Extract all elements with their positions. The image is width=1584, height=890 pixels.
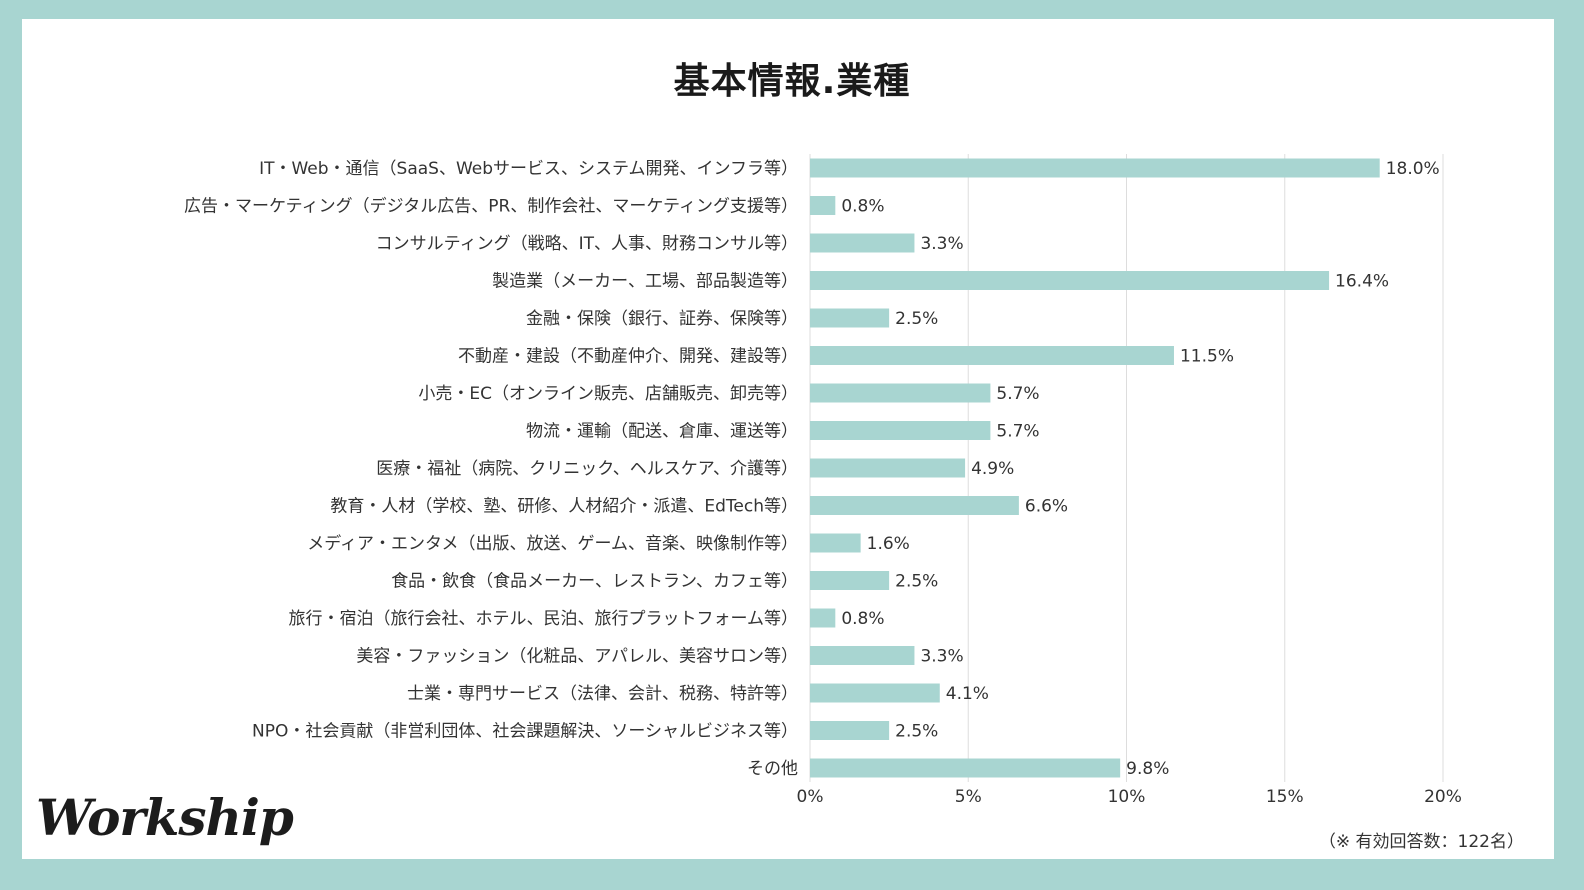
workship-logo: Workship bbox=[36, 788, 294, 847]
x-tick-label: 10% bbox=[1108, 787, 1146, 807]
bar-value-label: 2.5% bbox=[895, 309, 938, 329]
bar bbox=[810, 683, 940, 703]
x-tick-label: 15% bbox=[1266, 787, 1304, 807]
x-tick-label: 0% bbox=[797, 787, 824, 807]
category-label: 不動産・建設（不動産仲介、開発、建設等） bbox=[458, 347, 798, 367]
category-label: 士業・専門サービス（法律、会計、税務、特許等） bbox=[407, 684, 798, 704]
category-label: 美容・ファッション（化粧品、アパレル、美容サロン等） bbox=[356, 647, 798, 667]
bar bbox=[810, 458, 966, 478]
category-label: 教育・人材（学校、塾、研修、人材紹介・派遣、EdTech等） bbox=[330, 496, 798, 517]
category-label: 小売・EC（オンライン販売、店舗販売、卸売等） bbox=[418, 384, 798, 404]
chart-title: 基本情報.業種 bbox=[673, 61, 911, 102]
category-label: 広告・マーケティング（デジタル広告、PR、制作会社、マーケティング支援等） bbox=[184, 196, 798, 217]
bar bbox=[810, 758, 1121, 778]
bar-value-label: 1.6% bbox=[867, 534, 910, 554]
x-tick-label: 5% bbox=[955, 787, 982, 807]
bar bbox=[810, 271, 1330, 290]
bar bbox=[810, 421, 991, 440]
bar-value-label: 3.3% bbox=[920, 647, 963, 667]
bar-value-label: 6.6% bbox=[1025, 497, 1068, 517]
category-label: 金融・保険（銀行、証券、保険等） bbox=[526, 309, 798, 329]
bar-value-label: 18.0% bbox=[1386, 159, 1440, 179]
bar-value-label: 3.3% bbox=[920, 234, 963, 254]
bar bbox=[810, 646, 915, 665]
bar bbox=[810, 383, 991, 403]
category-label: 医療・福祉（病院、クリニック、ヘルスケア、介護等） bbox=[376, 459, 798, 479]
category-label: コンサルティング（戦略、IT、人事、財務コンサル等） bbox=[376, 234, 798, 254]
bar-value-label: 16.4% bbox=[1335, 272, 1389, 292]
bar-value-label: 0.8% bbox=[841, 609, 884, 629]
bar bbox=[810, 196, 836, 215]
bar-value-label: 11.5% bbox=[1180, 347, 1234, 367]
category-label: 製造業（メーカー、工場、部品製造等） bbox=[492, 272, 798, 292]
category-label: メディア・エンタメ（出版、放送、ゲーム、音楽、映像制作等） bbox=[307, 533, 798, 554]
bar bbox=[810, 308, 890, 328]
bar-value-label: 5.7% bbox=[996, 422, 1039, 442]
bar bbox=[810, 608, 836, 628]
category-label: IT・Web・通信（SaaS、Webサービス、システム開発、インフラ等） bbox=[259, 159, 798, 179]
bar-value-label: 4.9% bbox=[971, 459, 1014, 479]
bar-value-label: 5.7% bbox=[996, 384, 1039, 404]
category-label: 旅行・宿泊（旅行会社、ホテル、民泊、旅行プラットフォーム等） bbox=[289, 609, 799, 629]
bar-value-label: 4.1% bbox=[946, 684, 989, 704]
bar bbox=[810, 346, 1174, 365]
bar-value-label: 9.8% bbox=[1126, 759, 1169, 779]
category-label: 食品・飲食（食品メーカー、レストラン、カフェ等） bbox=[391, 572, 798, 592]
bar bbox=[810, 571, 890, 590]
bar-value-label: 0.8% bbox=[841, 197, 884, 217]
bar bbox=[810, 158, 1380, 178]
x-tick-label: 20% bbox=[1424, 787, 1462, 807]
category-label: その他 bbox=[747, 759, 798, 779]
respondent-note: （※ 有効回答数：122名） bbox=[1318, 832, 1524, 852]
bar bbox=[810, 233, 915, 253]
category-label: 物流・運輸（配送、倉庫、運送等） bbox=[526, 422, 798, 442]
bar-value-label: 2.5% bbox=[895, 722, 938, 742]
bar-value-label: 2.5% bbox=[895, 572, 938, 592]
bar bbox=[810, 533, 861, 553]
bar bbox=[810, 496, 1019, 515]
bar bbox=[810, 721, 890, 740]
category-label: NPO・社会貢献（非営利団体、社会課題解決、ソーシャルビジネス等） bbox=[252, 722, 798, 742]
